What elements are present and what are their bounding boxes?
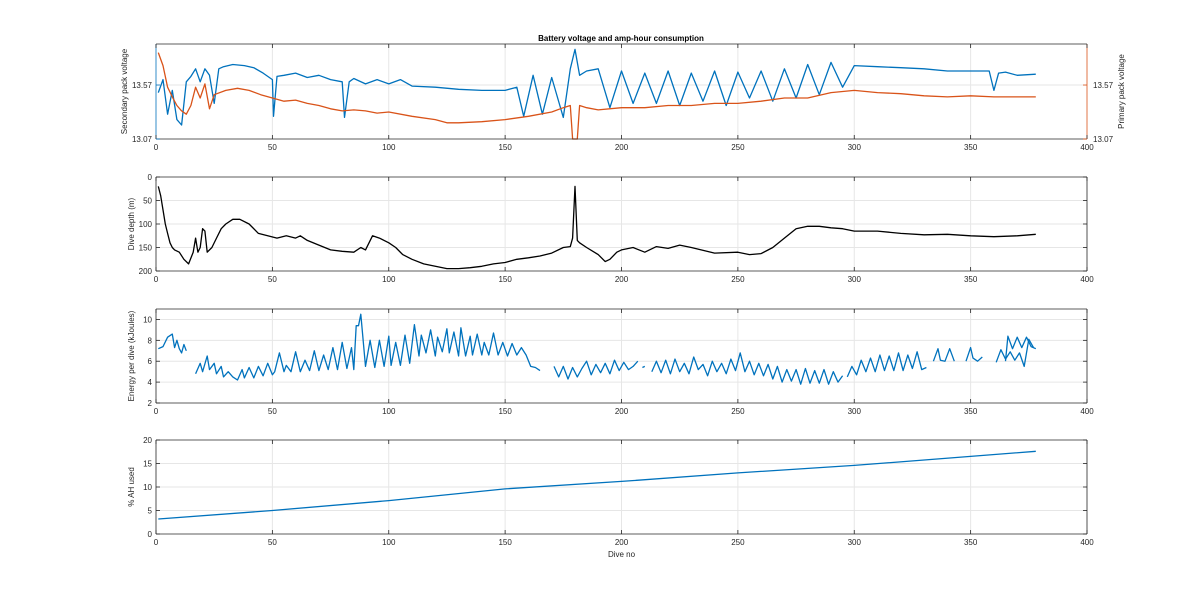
x-tick-label: 250 bbox=[731, 407, 745, 416]
x-tick-label: 100 bbox=[382, 538, 396, 547]
x-tick-label: 300 bbox=[848, 275, 862, 284]
x-tick-label: 400 bbox=[1080, 143, 1094, 152]
x-tick-label: 50 bbox=[268, 538, 277, 547]
series-line-panel-2 bbox=[642, 365, 646, 369]
x-tick-label: 350 bbox=[964, 275, 978, 284]
x-tick-label: 250 bbox=[731, 143, 745, 152]
ah-used-panel: 0 50 100 150 200 250 300 350 400 0 5 10 15 20 % AH use… bbox=[127, 436, 1094, 559]
x-tick-label: 200 bbox=[615, 538, 629, 547]
x-tick-label: 100 bbox=[382, 275, 396, 284]
x-tick-label: 350 bbox=[964, 143, 978, 152]
series-line-panel-2 bbox=[965, 346, 983, 362]
x-tick-label: 200 bbox=[615, 407, 629, 416]
series-line-primary-pack-voltage bbox=[157, 52, 1036, 140]
series-line-panel-2 bbox=[553, 359, 639, 380]
y-tick-label: 2 bbox=[148, 399, 153, 408]
x-tick-label: 0 bbox=[154, 275, 159, 284]
y-tick-label: 200 bbox=[139, 267, 153, 276]
y-tick-label: 6 bbox=[148, 357, 153, 366]
x-tick-label: 350 bbox=[964, 407, 978, 416]
y-tick-label: 0 bbox=[148, 173, 153, 182]
y-tick-label: 50 bbox=[143, 197, 152, 206]
y-axis-label-left: Secondary pack voltage bbox=[120, 48, 129, 134]
x-tick-label: 250 bbox=[731, 275, 745, 284]
x-tick-label: 50 bbox=[268, 143, 277, 152]
y-right-tick-label: 13.07 bbox=[1093, 135, 1114, 144]
x-tick-label: 400 bbox=[1080, 407, 1094, 416]
y-tick-label: 20 bbox=[143, 436, 152, 445]
y-tick-label: 5 bbox=[148, 507, 153, 516]
y-axis-label: Energy per dive (kJoules) bbox=[127, 310, 136, 401]
x-tick-label: 200 bbox=[615, 143, 629, 152]
x-tick-label: 300 bbox=[848, 143, 862, 152]
series-line-panel-2 bbox=[932, 348, 955, 362]
series-line-panel-2 bbox=[995, 338, 1035, 368]
y-axis-label: Dive depth (m) bbox=[127, 197, 136, 250]
series-line-secondary-pack-voltage bbox=[157, 48, 1036, 126]
series-line-panel-1 bbox=[157, 185, 1036, 270]
x-tick-label: 150 bbox=[498, 538, 512, 547]
y-tick-label: 8 bbox=[148, 336, 153, 345]
x-tick-label: 0 bbox=[154, 407, 159, 416]
figure-title: Battery voltage and amp-hour consumption bbox=[538, 34, 704, 43]
series-line-panel-3 bbox=[158, 450, 1036, 520]
y-tick-label: 0 bbox=[148, 530, 153, 539]
x-tick-label: 300 bbox=[848, 538, 862, 547]
x-tick-label: 200 bbox=[615, 275, 629, 284]
y-tick-label: 15 bbox=[143, 460, 152, 469]
y-tick-label: 4 bbox=[148, 378, 153, 387]
energy-panel: 0 50 100 150 200 250 300 350 400 2 4 6 8 10 Energy per… bbox=[127, 308, 1094, 416]
x-tick-label: 100 bbox=[382, 143, 396, 152]
depth-panel: 0 50 100 150 200 250 300 350 400 0 50 100 150 200 Dive… bbox=[127, 173, 1094, 284]
y-tick-label: 150 bbox=[139, 244, 153, 253]
series-line-panel-2 bbox=[158, 333, 187, 354]
y-axis-label-right: Primary pack voltage bbox=[1117, 54, 1126, 129]
x-tick-label: 250 bbox=[731, 538, 745, 547]
x-tick-label: 50 bbox=[268, 407, 277, 416]
x-tick-label: 400 bbox=[1080, 275, 1094, 284]
x-axis-label: Dive no bbox=[608, 550, 636, 559]
y-tick-label: 100 bbox=[139, 220, 153, 229]
x-tick-label: 150 bbox=[498, 143, 512, 152]
y-tick-label: 10 bbox=[143, 315, 152, 324]
y-tick-label: 10 bbox=[143, 483, 152, 492]
series-line-panel-2 bbox=[846, 351, 927, 378]
x-tick-label: 350 bbox=[964, 538, 978, 547]
x-tick-label: 150 bbox=[498, 275, 512, 284]
y-tick-label: 13.57 bbox=[132, 81, 153, 90]
y-right-tick-label: 13.57 bbox=[1093, 81, 1114, 90]
series-line-panel-2 bbox=[195, 313, 541, 381]
x-tick-label: 100 bbox=[382, 407, 396, 416]
series-line-panel-2 bbox=[651, 352, 844, 385]
x-tick-label: 0 bbox=[154, 538, 159, 547]
series-line-panel-2 bbox=[1004, 335, 1037, 362]
x-tick-label: 150 bbox=[498, 407, 512, 416]
x-tick-label: 50 bbox=[268, 275, 277, 284]
x-tick-label: 400 bbox=[1080, 538, 1094, 547]
x-tick-label: 0 bbox=[154, 143, 159, 152]
y-tick-label: 13.07 bbox=[132, 135, 153, 144]
y-axis-label: % AH used bbox=[127, 467, 136, 507]
x-tick-label: 300 bbox=[848, 407, 862, 416]
